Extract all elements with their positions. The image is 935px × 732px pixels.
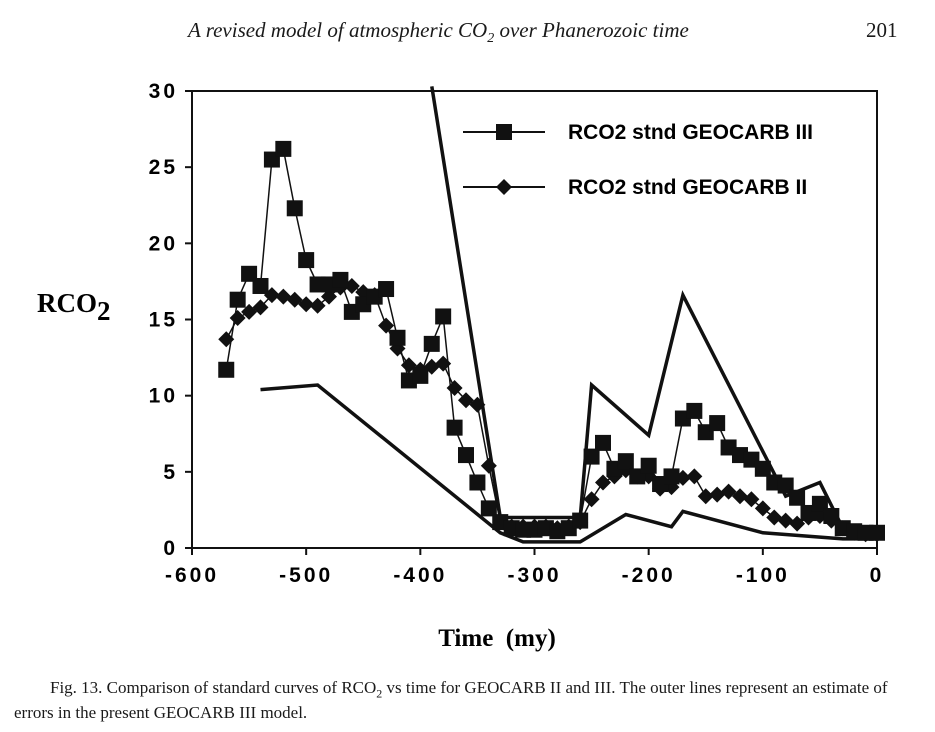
square-marker — [332, 271, 349, 288]
square-marker — [298, 252, 315, 269]
diamond-marker — [595, 474, 611, 491]
y-tick-label: 30 — [149, 80, 178, 103]
diamond-marker — [480, 457, 497, 474]
y-tick-label: 25 — [149, 156, 178, 179]
x-tick-label: 0 — [870, 564, 885, 587]
square-marker — [241, 265, 258, 282]
square-marker — [435, 308, 452, 325]
square-marker — [709, 415, 726, 432]
square-marker — [496, 124, 512, 140]
square-marker — [686, 402, 703, 419]
diamond-marker — [777, 512, 794, 529]
diamond-marker — [754, 500, 771, 517]
diamond-marker — [686, 468, 703, 485]
y-axis-label: RCO2 — [37, 288, 111, 326]
square-marker — [663, 468, 680, 485]
diamond-marker — [298, 296, 315, 313]
series-geocarb-iii — [218, 140, 885, 541]
square-marker — [777, 477, 794, 494]
square-marker — [869, 524, 885, 541]
square-marker — [617, 453, 634, 470]
running-title: A revised model of atmospheric CO2 over … — [188, 18, 689, 47]
square-marker — [275, 140, 292, 157]
x-tick-label: -500 — [279, 564, 333, 587]
figure-caption: Fig. 13. Comparison of standard curves o… — [14, 678, 888, 723]
axes: -600 -500 -400 -300 -200 -100 0 0 5 10 15 20 25 30 — [149, 80, 885, 587]
square-marker — [458, 447, 474, 464]
diamond-marker — [241, 303, 258, 320]
diamond-marker — [469, 396, 486, 413]
legend-item: RCO2 stnd GEOCARB II — [463, 176, 807, 199]
running-head: A revised model of atmospheric CO2 over … — [0, 18, 935, 48]
x-tick-label: -100 — [736, 564, 790, 587]
square-marker — [423, 335, 440, 352]
square-marker — [583, 448, 600, 465]
y-tick-label: 10 — [149, 385, 178, 408]
square-marker — [389, 329, 406, 346]
rco2-chart: -600 -500 -400 -300 -200 -100 0 0 5 10 15 20 25 30 RC… — [37, 80, 885, 652]
x-tick-label: -200 — [622, 564, 676, 587]
svg-text:RCO2: RCO2 — [37, 288, 111, 326]
upper-error-line — [430, 86, 878, 533]
square-marker — [823, 508, 840, 525]
page-number: 201 — [866, 18, 898, 42]
series-line — [225, 285, 877, 536]
y-tick-label: 0 — [163, 537, 178, 560]
series-geocarb-ii — [218, 277, 885, 543]
square-marker — [252, 277, 269, 294]
x-axis-label: Time (my) — [438, 625, 556, 652]
square-marker — [640, 457, 657, 474]
diamond-marker — [697, 488, 714, 505]
series-layer — [218, 86, 885, 544]
legend-label: RCO2 stnd GEOCARB II — [568, 176, 807, 199]
diamond-marker — [766, 509, 783, 526]
diamond-marker — [709, 486, 726, 503]
diamond-marker — [309, 297, 326, 314]
square-marker — [572, 512, 589, 529]
diamond-marker — [583, 491, 600, 508]
square-marker — [412, 367, 429, 384]
x-tick-label: -600 — [165, 564, 219, 587]
diamond-marker — [743, 491, 760, 508]
square-marker — [789, 489, 806, 506]
legend-label: RCO2 stnd GEOCARB III — [568, 121, 813, 144]
y-tick-label: 15 — [149, 309, 178, 332]
square-marker — [469, 474, 486, 491]
lower-error-line — [260, 383, 877, 544]
chart-legend: RCO2 stnd GEOCARB III RCO2 stnd GEOCARB I… — [463, 121, 813, 199]
square-marker — [811, 495, 828, 512]
x-tick-label: -400 — [393, 564, 447, 587]
x-tick-label: -300 — [507, 564, 561, 587]
square-marker — [595, 434, 611, 451]
square-marker — [286, 200, 303, 217]
square-marker — [446, 419, 463, 436]
diamond-marker — [321, 288, 337, 305]
y-tick-label: 20 — [149, 232, 178, 255]
square-marker — [218, 361, 235, 378]
legend-item: RCO2 stnd GEOCARB III — [463, 121, 813, 144]
diamond-marker — [378, 317, 395, 334]
square-marker — [754, 460, 771, 477]
diamond-marker — [496, 179, 512, 195]
diamond-marker — [732, 488, 748, 505]
square-marker — [378, 281, 395, 298]
diamond-marker — [275, 288, 292, 305]
diamond-marker — [252, 299, 269, 316]
square-marker — [480, 500, 497, 517]
y-tick-label: 5 — [163, 461, 178, 484]
square-marker — [229, 291, 246, 308]
